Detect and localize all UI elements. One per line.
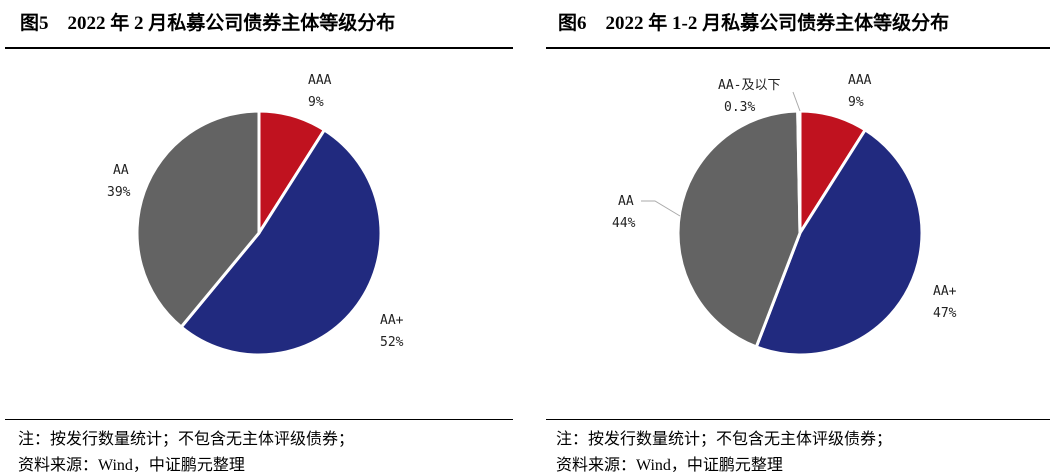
chart-title-6: 图6 2022 年 1-2 月私募公司债券主体等级分布 xyxy=(558,13,950,34)
chart-title-5: 图5 2022 年 2 月私募公司债券主体等级分布 xyxy=(20,13,396,34)
slice-value-label: 0.3% xyxy=(724,100,755,115)
slice-label: AA+ xyxy=(380,313,404,328)
slice-label: AA xyxy=(618,194,634,209)
title-rule-left xyxy=(5,47,513,49)
source-right: 资料来源：Wind，中证鹏元整理 xyxy=(556,457,783,474)
note-rule-right xyxy=(546,419,1050,420)
pie-slice-AA+ xyxy=(179,127,383,357)
title-rule-right xyxy=(546,47,1050,49)
pie-slice-AA xyxy=(676,109,802,349)
pie-slice-AA+ xyxy=(754,127,924,357)
note-rule-left xyxy=(5,419,513,420)
pie-slice-AA xyxy=(135,109,261,330)
slice-label: AA-及以下 xyxy=(718,78,780,93)
slice-value-label: 44% xyxy=(612,216,636,231)
leader-line xyxy=(792,91,801,112)
slice-value-label: 39% xyxy=(107,185,131,200)
slice-label: AAA xyxy=(308,73,332,88)
source-left: 资料来源：Wind，中证鹏元整理 xyxy=(18,457,245,474)
slice-value-label: 52% xyxy=(380,335,404,350)
note-left-1: 注：按发行数量统计；不包含无主体评级债券； xyxy=(18,431,355,448)
slice-label: AA xyxy=(113,163,129,178)
note-right-1: 注：按发行数量统计；不包含无主体评级债券； xyxy=(556,431,893,448)
leader-line xyxy=(641,200,681,217)
slice-label: AAA xyxy=(848,73,872,88)
slice-value-label: 9% xyxy=(308,95,324,110)
slice-label: AA+ xyxy=(933,284,957,299)
slice-value-label: 47% xyxy=(933,306,957,321)
slice-value-label: 9% xyxy=(848,95,864,110)
